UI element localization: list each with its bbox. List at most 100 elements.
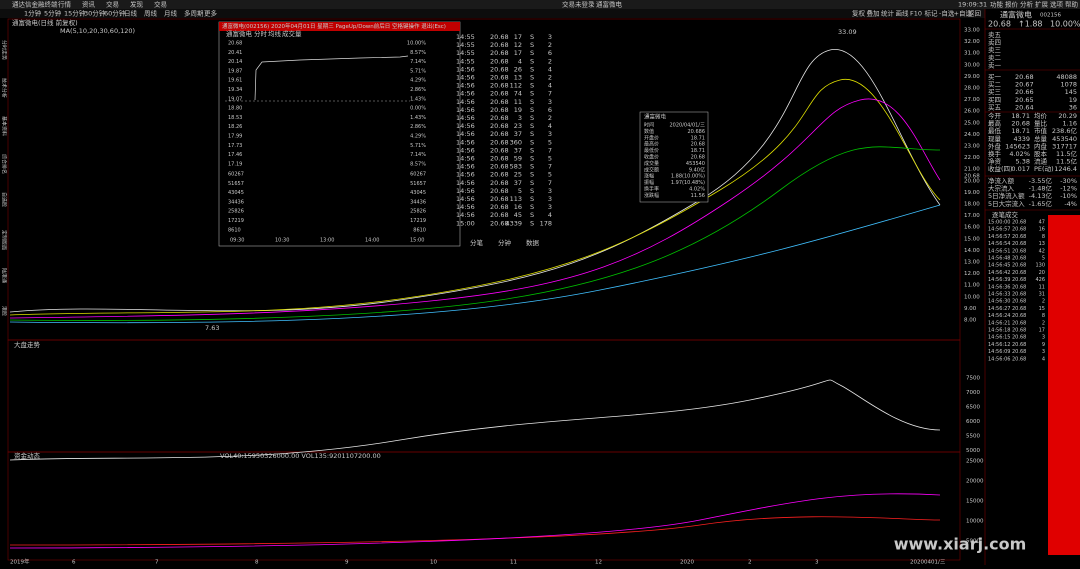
tick-volume: 13 — [1039, 241, 1045, 247]
popup-pct-tick: 4.29% — [410, 78, 426, 84]
book-label: 买五 — [988, 103, 1002, 111]
y-tick-label: 28.00 — [964, 86, 980, 92]
tick-volume: 4339 — [505, 219, 522, 227]
side-tab[interactable]: 分时走势 — [1, 40, 8, 60]
tick-price: 20.68 — [490, 171, 509, 179]
tick-count: 3 — [548, 195, 552, 203]
date-label: 3 — [815, 560, 819, 566]
popup-pct-tick: 0.00% — [410, 106, 426, 112]
popup-tab[interactable]: 成交量 — [282, 29, 302, 38]
period-tab[interactable]: 日线 — [124, 9, 138, 18]
side-tab[interactable]: 技术分析 — [1, 78, 8, 98]
date-label: 2019年 — [10, 558, 30, 566]
menu[interactable]: 扩展 — [1035, 0, 1049, 9]
popup-tab[interactable]: 分笔 — [470, 238, 484, 247]
date-label: 12 — [595, 560, 602, 566]
period-tab[interactable]: 更多 — [204, 9, 218, 18]
y-tick-label: 21.00 — [964, 167, 980, 173]
low-mark: 7.63 — [205, 324, 219, 332]
popup-price-tick: 18.26 — [228, 124, 242, 130]
menu[interactable]: 选项 — [1050, 0, 1064, 9]
tool-button[interactable]: F10 — [910, 10, 922, 18]
popup-tab[interactable]: 数据 — [526, 238, 540, 247]
tick-time: 14:56 — [456, 203, 475, 211]
period-tab[interactable]: 15分钟 — [64, 9, 86, 18]
popup-tab[interactable]: 分时 — [254, 29, 268, 38]
side-tab[interactable]: 自选股 — [1, 192, 8, 207]
tick-price: 20.68 — [490, 106, 509, 114]
tick-side: S — [530, 211, 534, 219]
tick-side: S — [530, 122, 534, 130]
period-tab[interactable]: 多周期 — [184, 9, 204, 18]
info-value: 4.02% — [689, 187, 705, 193]
tick-volume: 16 — [514, 203, 522, 211]
tick-volume: 2 — [1042, 299, 1045, 305]
tool-button[interactable]: 统计 — [881, 9, 895, 18]
tick-volume: 17 — [514, 49, 522, 57]
tick-price: 20.68 — [490, 203, 509, 211]
popup-volume-tick: 17219 — [228, 218, 244, 224]
tool-button[interactable]: -自选 — [939, 9, 955, 18]
menu[interactable]: 分析 — [1020, 0, 1034, 9]
info-key: 涨幅 — [644, 173, 654, 180]
tick-side: S — [530, 155, 534, 163]
popup-pct-tick: 5.71% — [410, 68, 426, 74]
tick-time: 14:56 — [456, 155, 475, 163]
tick-count: 3 — [548, 203, 552, 211]
tick-price: 20.68 — [1012, 220, 1026, 226]
popup-tab[interactable]: 均线 — [268, 29, 282, 38]
side-tab[interactable]: 定制版面 — [1, 230, 8, 250]
tool-button[interactable]: 复权 — [852, 9, 866, 18]
menu[interactable]: 发现 — [130, 0, 144, 9]
side-tab[interactable]: 港股 — [1, 306, 8, 316]
period-tab[interactable]: 60分钟 — [104, 9, 126, 18]
ma-legend: MA(5,10,20,30,60,120) — [60, 27, 135, 35]
menu[interactable]: 功能 — [990, 0, 1004, 9]
tick-price: 20.68 — [1012, 320, 1026, 326]
tick-time: 14:56:21 — [988, 320, 1010, 326]
tool-button[interactable]: 叠加 — [867, 9, 880, 18]
book-volume: 36 — [1069, 103, 1077, 111]
tick-price: 20.68 — [1012, 263, 1026, 269]
menu[interactable]: 交易 — [106, 0, 119, 9]
menu[interactable]: 报价 — [1005, 0, 1019, 9]
popup-tab[interactable]: 分钟 — [498, 238, 512, 247]
popup-pct-tick: 10.00% — [407, 41, 426, 47]
tick-volume: 583 — [510, 163, 522, 171]
period-tab[interactable]: 周线 — [144, 9, 158, 18]
menu[interactable]: 行情 — [58, 0, 72, 9]
period-tab[interactable]: 1分钟 — [24, 9, 42, 18]
side-tab[interactable]: 综合排名 — [1, 154, 8, 174]
y-tick-label: 13.00 — [964, 260, 980, 266]
tick-count: 5 — [548, 138, 552, 146]
stock-name: 通富微电 — [596, 0, 623, 9]
tool-button[interactable]: 标记 — [925, 9, 939, 18]
tick-volume: 25 — [514, 171, 522, 179]
period-tab[interactable]: 30分钟 — [84, 9, 106, 18]
tick-volume: 17 — [1039, 328, 1045, 334]
menu[interactable]: 资讯 — [82, 0, 96, 9]
index-tick-label: 7500 — [966, 376, 980, 382]
period-tab[interactable]: 月线 — [164, 9, 178, 18]
popup-pct-tick: 2.86% — [410, 124, 426, 130]
popup-price-tick: 19.07 — [228, 96, 242, 102]
tick-price: 20.68 — [490, 138, 509, 146]
side-tab[interactable]: 陆港通 — [1, 268, 8, 283]
side-tab[interactable]: 基本资料 — [1, 116, 8, 136]
popup-pct-tick: 7.14% — [410, 59, 426, 65]
menu[interactable]: 帮助 — [1065, 0, 1079, 9]
tick-time: 15:00 — [456, 219, 475, 227]
quote-price: 20.68 — [988, 20, 1011, 29]
tick-time: 14:56:39 — [988, 277, 1010, 283]
tool-button[interactable]: 返回 — [968, 10, 981, 18]
tick-time: 14:56 — [456, 74, 475, 82]
tick-volume: 8 — [1042, 234, 1045, 240]
tool-button[interactable]: 画线 — [896, 9, 910, 18]
tick-time: 14:56 — [456, 82, 475, 90]
tick-price: 20.68 — [490, 163, 509, 171]
period-tab[interactable]: 5分钟 — [44, 9, 62, 18]
tick-volume: 4 — [1042, 356, 1045, 362]
menu[interactable]: 交易 — [154, 0, 167, 9]
popup-pct-tick: 4.29% — [410, 134, 426, 140]
